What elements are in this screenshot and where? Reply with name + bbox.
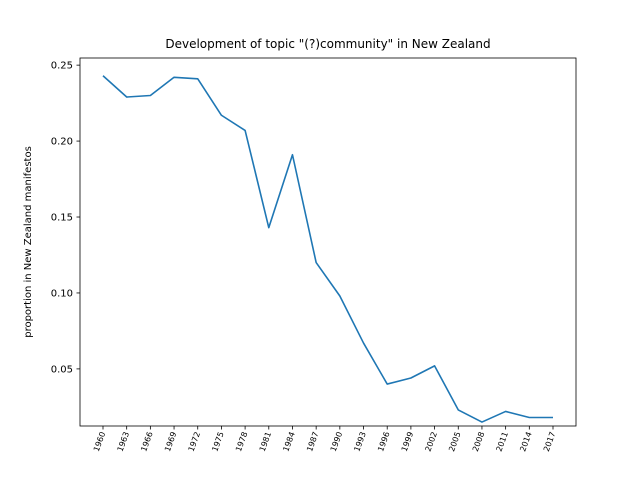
y-tick-label: 0.10 (51, 289, 73, 300)
y-axis-label: proportion in New Zealand manifestos (23, 146, 34, 338)
y-tick-label: 0.20 (51, 137, 73, 148)
y-tick-label: 0.15 (51, 213, 73, 224)
y-tick-label: 0.25 (51, 61, 73, 72)
chart-title: Development of topic "(?)community" in N… (165, 37, 490, 51)
y-axis: 0.05 0.10 0.15 0.20 0.25 (51, 61, 80, 375)
y-tick-label: 0.05 (51, 364, 73, 375)
plot-frame (79, 57, 577, 427)
series-line (102, 75, 553, 423)
